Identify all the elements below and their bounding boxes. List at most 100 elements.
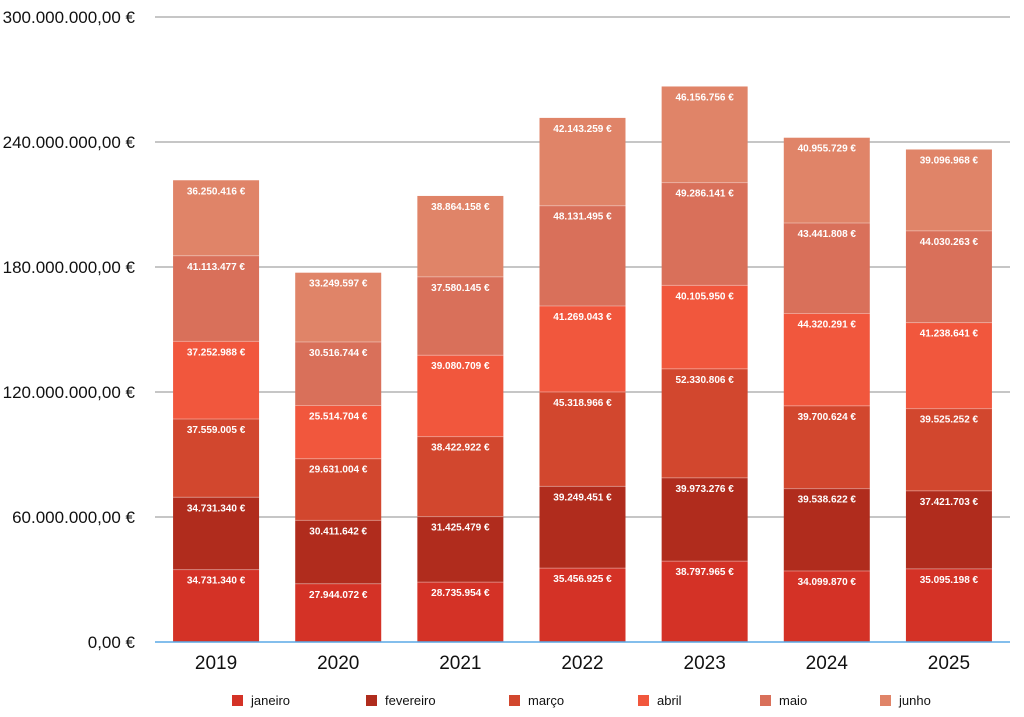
bar-segment-abril-2019 [173, 341, 260, 420]
bar-segment-fevereiro-2022 [539, 486, 626, 569]
bar-segment-março-2022 [539, 391, 626, 487]
y-tick-label: 120.000.000,00 € [3, 383, 136, 402]
bar-segment-janeiro-2024 [783, 570, 870, 642]
bar-segment-abril-2020 [295, 405, 382, 459]
data-label: 43.441.808 € [798, 229, 857, 240]
bars [173, 86, 992, 642]
y-tick-label: 240.000.000,00 € [3, 133, 136, 152]
data-label: 38.864.158 € [431, 202, 490, 213]
x-tick-label: 2019 [195, 653, 237, 674]
data-label: 38.797.965 € [675, 567, 734, 578]
data-label: 37.559.005 € [187, 425, 246, 436]
bar-segment-março-2023 [661, 368, 748, 478]
data-label: 37.421.703 € [920, 497, 979, 508]
legend-label: janeiro [250, 693, 290, 708]
data-label: 52.330.806 € [675, 375, 734, 386]
data-label: 31.425.479 € [431, 523, 490, 534]
data-label: 35.456.925 € [553, 574, 612, 585]
bar-segment-janeiro-2023 [661, 561, 748, 642]
data-label: 30.516.744 € [309, 348, 368, 359]
legend-swatch [760, 695, 771, 706]
y-tick-label: 180.000.000,00 € [3, 258, 136, 277]
data-label: 28.735.954 € [431, 588, 490, 599]
bar-segment-março-2025 [905, 408, 992, 491]
data-label: 48.131.495 € [553, 212, 612, 223]
legend-item-janeiro: janeiro [232, 693, 290, 708]
bar-segment-maio-2020 [295, 341, 382, 406]
legend-swatch [509, 695, 520, 706]
legend-label: maio [779, 693, 807, 708]
data-label: 34.099.870 € [798, 577, 857, 588]
data-label: 40.955.729 € [798, 144, 857, 155]
bar-segment-maio-2019 [173, 255, 260, 342]
bar-segment-abril-2021 [417, 355, 504, 437]
data-label: 29.631.004 € [309, 465, 368, 476]
legend-swatch [880, 695, 891, 706]
data-label: 40.105.950 € [675, 291, 734, 302]
legend-item-abril: abril [638, 693, 682, 708]
bar-segment-janeiro-2021 [417, 582, 504, 642]
bar-segment-maio-2023 [661, 182, 748, 286]
y-tick-label: 60.000.000,00 € [12, 508, 135, 527]
bar-segment-fevereiro-2023 [661, 477, 748, 562]
legend-item-maio: maio [760, 693, 807, 708]
data-label: 30.411.642 € [309, 526, 367, 537]
bar-segment-abril-2023 [661, 285, 748, 369]
legend-label: abril [657, 693, 682, 708]
data-label: 39.973.276 € [675, 484, 734, 495]
bar-segment-fevereiro-2020 [295, 520, 382, 584]
data-label: 38.422.922 € [431, 443, 490, 454]
bar-segment-janeiro-2025 [905, 568, 992, 642]
data-label: 35.095.198 € [920, 575, 979, 586]
bar-segment-maio-2025 [905, 230, 992, 323]
x-tick-label: 2020 [317, 653, 359, 674]
data-label: 39.700.624 € [798, 412, 857, 423]
data-label: 34.731.340 € [187, 576, 246, 587]
legend-item-junho: junho [880, 693, 931, 708]
data-label: 25.514.704 € [309, 412, 368, 423]
data-label: 34.731.340 € [187, 503, 246, 514]
data-label: 49.286.141 € [675, 189, 734, 200]
x-tick-label: 2024 [806, 653, 849, 674]
legend-label: junho [898, 693, 931, 708]
data-label: 39.538.622 € [798, 495, 857, 506]
bar-segment-maio-2021 [417, 276, 504, 356]
bar-segment-abril-2025 [905, 322, 992, 409]
bar-segment-maio-2022 [539, 205, 626, 306]
data-label: 39.249.451 € [553, 492, 612, 503]
x-tick-label: 2022 [561, 653, 603, 674]
bar-segment-março-2024 [783, 405, 870, 489]
bar-segment-janeiro-2019 [173, 569, 260, 642]
bar-segment-fevereiro-2024 [783, 488, 870, 571]
bar-segment-janeiro-2020 [295, 583, 382, 642]
legend-item-março: março [509, 693, 564, 708]
data-label: 45.318.966 € [553, 398, 612, 409]
data-label: 42.143.259 € [553, 124, 612, 135]
bar-segment-março-2021 [417, 436, 504, 517]
bar-segment-março-2020 [295, 458, 382, 521]
legend-swatch [638, 695, 649, 706]
bar-segment-fevereiro-2021 [417, 516, 504, 583]
bar-segment-maio-2024 [783, 223, 870, 314]
bar-segment-junho-2023 [661, 86, 748, 183]
bar-segment-abril-2022 [539, 305, 626, 392]
bar-segment-fevereiro-2019 [173, 497, 260, 570]
bar-segment-junho-2020 [295, 272, 382, 342]
data-label: 41.269.043 € [553, 312, 612, 323]
y-tick-label: 0,00 € [88, 633, 136, 652]
x-tick-label: 2021 [439, 653, 481, 674]
x-tick-label: 2023 [684, 653, 726, 674]
bar-segment-junho-2025 [905, 149, 992, 231]
bar-segment-janeiro-2022 [539, 568, 626, 642]
data-label: 39.525.252 € [920, 415, 979, 426]
data-label: 27.944.072 € [309, 590, 368, 601]
data-label: 41.238.641 € [920, 329, 979, 340]
data-label: 39.080.709 € [431, 361, 490, 372]
data-label: 44.030.263 € [920, 237, 979, 248]
y-axis: 0,00 € 60.000.000,00 € 120.000.000,00 € 180… [3, 8, 136, 652]
legend-swatch [232, 695, 243, 706]
legend-item-fevereiro: fevereiro [366, 693, 436, 708]
data-label: 37.252.988 € [187, 347, 246, 358]
legend-swatch [366, 695, 377, 706]
